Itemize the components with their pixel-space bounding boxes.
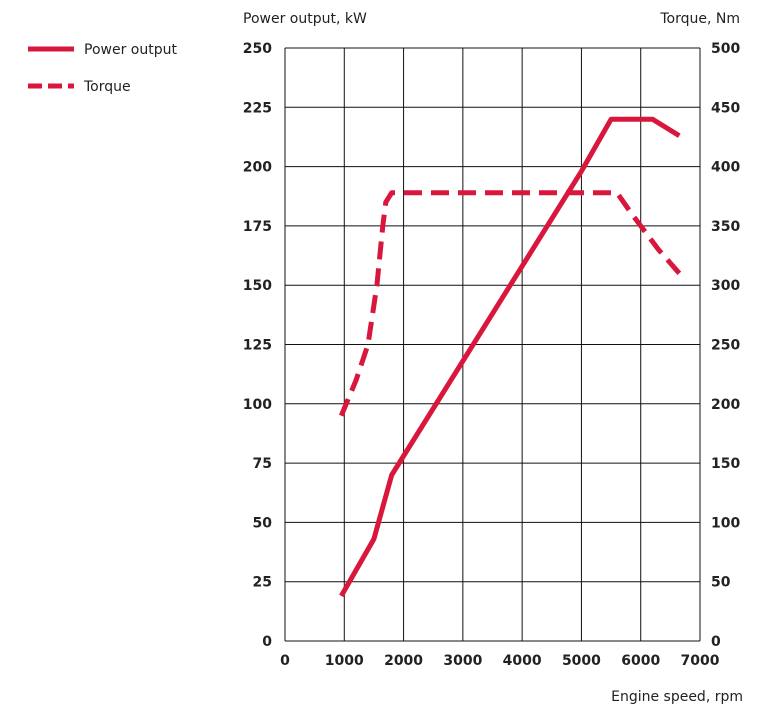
y-left-tick-label: 125 — [243, 338, 272, 354]
y-right-axis-title: Torque, Nm — [659, 11, 740, 27]
grid — [284, 47, 701, 642]
torque-line — [338, 190, 682, 417]
x-tick-label: 1000 — [325, 653, 364, 669]
y-right-tick-label: 500 — [711, 41, 740, 57]
x-axis-title: Engine speed, rpm — [611, 689, 743, 705]
power-line — [339, 116, 681, 598]
y-right-tick-label: 350 — [711, 219, 740, 235]
y-left-tick-label: 175 — [243, 219, 272, 235]
y-left-tick-label: 250 — [243, 41, 272, 57]
y-right-tick-label: 450 — [711, 100, 740, 116]
ticks: 0 1000 2000 3000 4000 5000 6000 700002550751001… — [243, 41, 741, 669]
x-tick-label: 6000 — [621, 653, 660, 669]
y-left-tick-label: 200 — [243, 160, 272, 176]
y-right-tick-label: 0 — [711, 634, 721, 650]
x-tick-label: 4000 — [503, 653, 542, 669]
y-right-tick-label: 400 — [711, 160, 740, 176]
y-left-tick-label: 100 — [243, 397, 272, 413]
y-right-tick-label: 150 — [711, 456, 740, 472]
y-left-tick-label: 50 — [253, 515, 273, 531]
x-tick-label: 5000 — [562, 653, 601, 669]
y-left-tick-label: 225 — [243, 100, 272, 116]
y-right-tick-label: 250 — [711, 338, 740, 354]
legend-torque-label: Torque — [83, 79, 131, 95]
y-right-tick-label: 100 — [711, 515, 740, 531]
y-left-tick-label: 0 — [262, 634, 272, 650]
y-left-axis-title: Power output, kW — [243, 11, 367, 27]
x-tick-label: 3000 — [443, 653, 482, 669]
y-left-tick-label: 75 — [253, 456, 272, 472]
x-tick-label: 2000 — [384, 653, 423, 669]
x-tick-label: 0 — [280, 653, 290, 669]
legend-power-label: Power output — [84, 42, 177, 58]
series — [338, 116, 682, 598]
y-left-tick-label: 25 — [253, 575, 272, 591]
y-left-tick-label: 150 — [243, 278, 272, 294]
x-tick-label: 7000 — [681, 653, 720, 669]
y-right-tick-label: 50 — [711, 575, 731, 591]
y-right-tick-label: 200 — [711, 397, 740, 413]
legend: Power output Torque — [28, 42, 177, 95]
y-right-tick-label: 300 — [711, 278, 740, 294]
